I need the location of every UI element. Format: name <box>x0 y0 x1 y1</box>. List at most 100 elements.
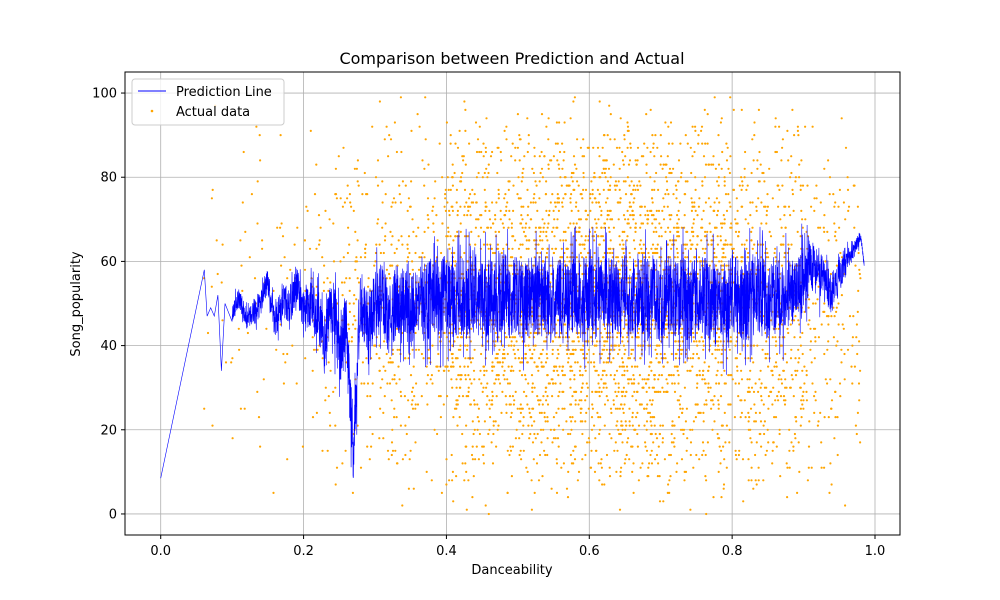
actual-data-point <box>734 344 737 347</box>
actual-data-point <box>584 420 587 423</box>
actual-data-point <box>613 138 616 141</box>
actual-data-point <box>814 340 817 343</box>
actual-data-point <box>414 407 417 410</box>
actual-data-point <box>640 247 643 250</box>
actual-data-point <box>558 121 561 124</box>
actual-data-point <box>666 188 669 191</box>
actual-data-point <box>474 458 477 461</box>
actual-data-point <box>835 310 838 313</box>
actual-data-point <box>781 146 784 149</box>
actual-data-point <box>459 336 463 339</box>
actual-data-point <box>660 247 663 250</box>
actual-data-point <box>347 226 350 229</box>
actual-data-point <box>559 382 562 385</box>
actual-data-point <box>624 218 627 221</box>
actual-data-point <box>597 374 600 377</box>
actual-data-point <box>352 209 355 212</box>
actual-data-point <box>556 197 559 200</box>
actual-data-point <box>740 188 743 191</box>
actual-data-point <box>801 184 805 187</box>
actual-data-point <box>620 403 623 406</box>
actual-data-point <box>555 462 559 465</box>
actual-data-point <box>476 416 479 419</box>
actual-data-point <box>700 125 704 128</box>
actual-data-point <box>567 184 570 187</box>
actual-data-point <box>569 201 572 204</box>
actual-data-point <box>696 344 699 347</box>
actual-data-point <box>632 201 635 204</box>
actual-data-point <box>485 369 488 372</box>
actual-data-point <box>751 247 754 250</box>
actual-data-point <box>622 344 626 347</box>
actual-data-point <box>855 336 858 339</box>
actual-data-point <box>605 374 608 377</box>
actual-data-point <box>712 155 715 158</box>
actual-data-point <box>716 432 719 436</box>
actual-data-point <box>626 336 629 339</box>
actual-data-point <box>677 180 680 183</box>
actual-data-point <box>526 361 529 364</box>
actual-data-point <box>513 352 516 356</box>
actual-data-point <box>628 205 631 208</box>
actual-data-point <box>703 176 707 179</box>
actual-data-point <box>585 256 588 259</box>
actual-data-point <box>607 226 611 229</box>
actual-data-point <box>709 386 712 389</box>
actual-data-point <box>529 201 533 204</box>
actual-data-point <box>410 403 413 406</box>
actual-data-point <box>787 159 790 162</box>
actual-data-point <box>594 437 597 440</box>
actual-data-point <box>570 403 573 406</box>
actual-data-point <box>686 230 689 233</box>
actual-data-point <box>400 150 403 154</box>
actual-data-point <box>835 239 838 242</box>
actual-data-point <box>622 327 625 330</box>
actual-data-point <box>332 222 335 225</box>
actual-data-point <box>618 188 621 191</box>
actual-data-point <box>321 357 324 360</box>
x-tick-label: 0.0 <box>150 544 171 559</box>
actual-data-point <box>797 361 800 364</box>
actual-data-point <box>643 424 646 427</box>
actual-data-point <box>562 197 565 200</box>
actual-data-point <box>571 348 574 351</box>
actual-data-point <box>621 239 624 242</box>
actual-data-point <box>501 222 504 225</box>
actual-data-point <box>346 197 349 200</box>
actual-data-point <box>647 251 650 255</box>
actual-data-point <box>603 424 606 427</box>
actual-data-point <box>651 251 655 255</box>
actual-data-point <box>618 235 621 238</box>
actual-data-point <box>587 407 590 410</box>
actual-data-point <box>813 209 816 212</box>
actual-data-point <box>522 416 525 419</box>
actual-data-point <box>653 188 656 191</box>
actual-data-point <box>740 243 744 246</box>
actual-data-point <box>713 251 716 255</box>
actual-data-point <box>729 226 732 229</box>
actual-data-point <box>627 382 630 385</box>
actual-data-point <box>353 315 356 318</box>
actual-data-point <box>773 251 776 255</box>
actual-data-point <box>665 163 668 166</box>
actual-data-point <box>593 365 596 368</box>
actual-data-point <box>475 150 479 154</box>
actual-data-point <box>760 399 763 402</box>
actual-data-point <box>365 357 368 360</box>
actual-data-point <box>514 146 517 149</box>
actual-data-point <box>256 180 259 183</box>
actual-data-point <box>706 113 709 116</box>
actual-data-point <box>706 142 709 145</box>
actual-data-point <box>547 138 550 141</box>
actual-data-point <box>568 260 571 263</box>
actual-data-point <box>593 470 597 473</box>
actual-data-point <box>561 167 564 170</box>
actual-data-point <box>569 386 572 389</box>
actual-data-point <box>597 462 600 465</box>
actual-data-point <box>726 243 729 246</box>
actual-data-point <box>710 243 713 246</box>
actual-data-point <box>491 361 494 364</box>
actual-data-point <box>623 138 626 141</box>
actual-data-point <box>244 230 247 233</box>
actual-data-point <box>810 361 813 364</box>
